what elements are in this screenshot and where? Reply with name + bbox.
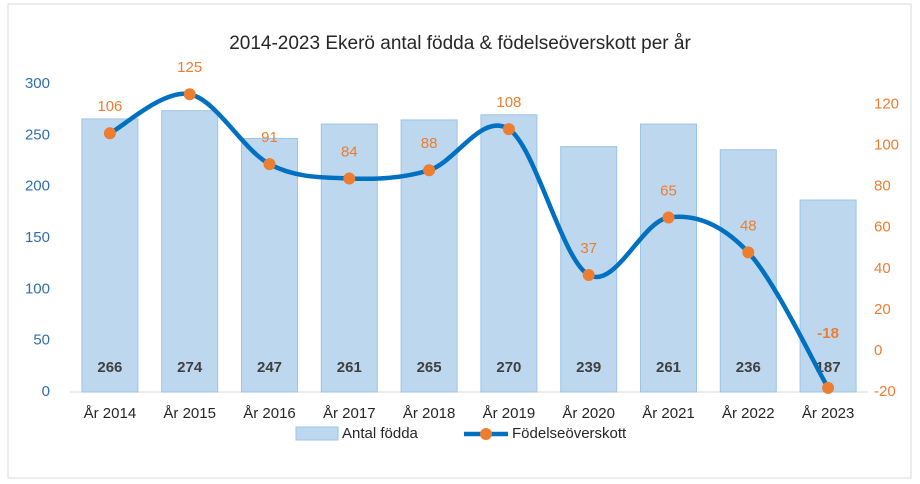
bar-label: 236 bbox=[736, 359, 761, 376]
bar-label: 265 bbox=[417, 359, 442, 376]
y2-tick-label: 100 bbox=[874, 137, 899, 154]
line-label: 106 bbox=[97, 98, 122, 115]
bar bbox=[81, 118, 139, 393]
y-tick-label: 50 bbox=[33, 332, 50, 349]
line-label: 37 bbox=[580, 240, 597, 257]
bar bbox=[161, 110, 219, 393]
y2-tick-label: 20 bbox=[874, 301, 891, 318]
bar-label: 261 bbox=[337, 359, 362, 376]
bar-label: 270 bbox=[496, 359, 521, 376]
line-label: 88 bbox=[421, 135, 438, 152]
bar-label: 266 bbox=[97, 359, 122, 376]
line-marker bbox=[582, 268, 595, 281]
x-tick-label: År 2020 bbox=[562, 405, 615, 422]
bar-label: 247 bbox=[257, 359, 282, 376]
line bbox=[107, 91, 831, 391]
x-tick-label: År 2016 bbox=[243, 405, 296, 422]
legend-marker bbox=[480, 428, 492, 440]
y-tick-label: 300 bbox=[25, 75, 50, 92]
line-label: 108 bbox=[496, 94, 521, 111]
x-tick-label: År 2021 bbox=[642, 405, 695, 422]
line-marker bbox=[343, 172, 356, 185]
line-label: -18 bbox=[817, 325, 839, 342]
line-marker bbox=[263, 158, 276, 171]
x-tick-label: År 2019 bbox=[483, 405, 536, 422]
x-tick-label: År 2023 bbox=[802, 405, 855, 422]
x-tick-label: År 2022 bbox=[722, 405, 775, 422]
line-label: 48 bbox=[740, 217, 757, 234]
x-tick-label: År 2015 bbox=[163, 405, 216, 422]
line-label: 91 bbox=[261, 129, 278, 146]
y2-tick-label: 0 bbox=[874, 342, 882, 359]
x-tick-label: År 2017 bbox=[323, 405, 376, 422]
y2-tick-label: 60 bbox=[874, 219, 891, 236]
line-label: 84 bbox=[341, 143, 358, 160]
line-marker bbox=[423, 164, 436, 177]
bar bbox=[719, 149, 777, 393]
line-label: 125 bbox=[177, 59, 202, 76]
line-marker bbox=[662, 211, 675, 224]
y2-tick-label: -20 bbox=[874, 383, 896, 400]
y-tick-label: 150 bbox=[25, 229, 50, 246]
legend-swatch bbox=[295, 426, 339, 441]
line-marker bbox=[742, 246, 755, 259]
legend-label: Födelseöverskott bbox=[512, 425, 627, 442]
legend-label: Antal födda bbox=[342, 425, 419, 442]
bar-label: 261 bbox=[656, 359, 681, 376]
line-marker bbox=[103, 127, 116, 140]
line-label: 65 bbox=[660, 182, 677, 199]
bar bbox=[320, 123, 378, 393]
y2-tick-label: 120 bbox=[874, 96, 899, 113]
bar bbox=[640, 123, 697, 393]
y-tick-label: 200 bbox=[25, 178, 50, 195]
x-tick-label: År 2018 bbox=[403, 405, 456, 422]
line-marker bbox=[183, 88, 196, 101]
bar-label: 239 bbox=[576, 359, 601, 376]
y-tick-label: 100 bbox=[25, 280, 50, 297]
y2-tick-label: 40 bbox=[874, 260, 891, 277]
y-tick-label: 250 bbox=[25, 126, 50, 143]
bar bbox=[799, 199, 857, 393]
line-marker bbox=[502, 123, 515, 136]
bar-label: 274 bbox=[177, 359, 203, 376]
y-tick-label: 0 bbox=[42, 383, 50, 400]
bar bbox=[480, 114, 538, 393]
y2-tick-label: 80 bbox=[874, 178, 891, 195]
bar bbox=[241, 137, 298, 393]
line-marker bbox=[822, 381, 835, 394]
x-tick-label: År 2014 bbox=[84, 405, 137, 422]
chart-title: 2014-2023 Ekerö antal födda & födelseöve… bbox=[229, 33, 691, 54]
